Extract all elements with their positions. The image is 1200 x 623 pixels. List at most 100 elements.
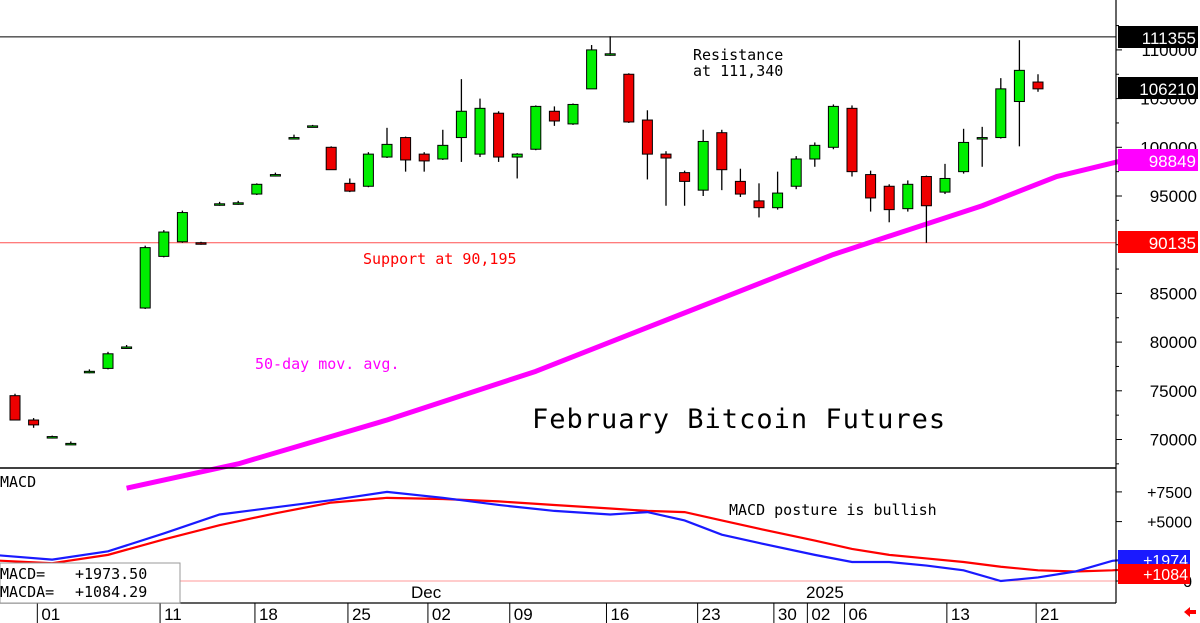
macd-line	[0, 490, 1150, 583]
candle	[437, 129, 449, 160]
candle	[623, 73, 635, 123]
candle	[1032, 74, 1044, 92]
candle-body	[753, 200, 765, 209]
candle	[102, 351, 114, 370]
candle	[28, 418, 40, 428]
price-tag-bg	[1118, 231, 1198, 253]
candle	[46, 435, 58, 439]
price-tag-label: 111355	[1142, 29, 1196, 48]
candle	[995, 78, 1007, 139]
month-label: 2025	[806, 583, 844, 602]
y-tick-label: 95000	[1150, 187, 1197, 206]
candle-body	[46, 436, 58, 439]
candle	[455, 79, 467, 162]
x-tick-label: 21	[1040, 605, 1059, 623]
macd-note: MACD posture is bullish	[729, 501, 937, 519]
candle	[1013, 40, 1025, 147]
moving-average-line	[126, 156, 1132, 491]
candle-body	[102, 353, 114, 369]
y-tick-label: 75000	[1150, 382, 1197, 401]
x-tick-label: 16	[610, 605, 629, 623]
candle	[400, 136, 412, 172]
candle	[753, 183, 765, 218]
candle-body	[530, 105, 542, 150]
x-tick-label: 25	[352, 605, 371, 623]
price-tag: 90135	[1118, 231, 1198, 253]
candle	[474, 98, 486, 158]
candle	[195, 241, 207, 245]
candle-body	[679, 172, 691, 182]
macda-line	[0, 496, 1150, 573]
candle	[493, 111, 505, 162]
candle	[865, 170, 877, 212]
macda-readout-label: MACDA=	[0, 583, 54, 601]
candle	[288, 134, 300, 140]
candle-body	[158, 231, 170, 257]
candle	[660, 151, 672, 206]
x-tick-label: 02	[811, 605, 830, 623]
candle-body	[865, 174, 877, 199]
candle-body	[697, 140, 709, 191]
price-tag-bg	[1118, 26, 1198, 48]
y-tick-label: 80000	[1150, 333, 1197, 352]
candle	[251, 183, 263, 196]
macd-y-tick-label: +5000	[1147, 515, 1192, 532]
grid-lines	[0, 36, 1116, 582]
macda-readout-value: +1084.29	[75, 583, 147, 601]
chart-title: February Bitcoin Futures	[532, 404, 946, 435]
candle	[344, 178, 356, 193]
candle	[586, 45, 598, 90]
x-tick-label: 06	[849, 605, 868, 623]
x-tick-label: 18	[259, 605, 278, 623]
candle-body	[325, 146, 337, 171]
candle-body	[9, 395, 21, 421]
candle-body	[846, 107, 858, 173]
candle-body	[641, 119, 653, 155]
candle	[139, 245, 151, 309]
candle-body	[548, 110, 560, 122]
x-tick-label: 09	[514, 605, 533, 623]
macd-y-tick-label: +7500	[1147, 485, 1192, 502]
resistance-label: Resistance	[693, 46, 783, 64]
macd-lines	[0, 490, 1150, 583]
candle	[902, 180, 914, 212]
candle-body	[28, 419, 40, 426]
candle	[232, 200, 244, 205]
x-tick-label: 02	[432, 605, 451, 623]
candles-group	[9, 36, 1044, 446]
candle-body	[121, 346, 133, 349]
candle	[641, 110, 653, 180]
candle-body	[976, 137, 988, 140]
macd-readout-value: +1973.50	[75, 565, 147, 583]
moving-average-label: 50-day mov. avg.	[255, 355, 400, 373]
candle	[883, 184, 895, 223]
candle	[511, 153, 523, 179]
macd-tag: +1084	[1118, 564, 1190, 584]
candle-body	[827, 105, 839, 148]
candle-body	[307, 125, 319, 128]
candle-body	[418, 153, 430, 162]
candle-body	[1032, 81, 1044, 90]
candle	[827, 104, 839, 150]
candle	[790, 156, 802, 190]
candle-body	[251, 183, 263, 195]
x-tick-label: 30	[778, 605, 797, 623]
x-tick-label: 11	[164, 605, 182, 623]
candle-body	[214, 203, 226, 206]
candle	[307, 124, 319, 128]
candle	[772, 171, 784, 210]
candle-body	[139, 247, 151, 309]
candle-body	[195, 242, 207, 245]
candle	[121, 345, 133, 349]
resistance-label: at 111,340	[693, 62, 783, 80]
macd-readout: MACD= +1973.50 MACDA= +1084.29	[0, 562, 181, 604]
candle	[325, 146, 337, 171]
price-tag: 106210	[1118, 77, 1198, 99]
candle	[214, 201, 226, 206]
price-tag-bg	[1118, 77, 1198, 99]
candle-body	[176, 212, 188, 243]
price-tag-label: 106210	[1139, 80, 1196, 99]
candle-body	[883, 185, 895, 211]
scroll-left-arrow-icon	[1184, 607, 1196, 617]
